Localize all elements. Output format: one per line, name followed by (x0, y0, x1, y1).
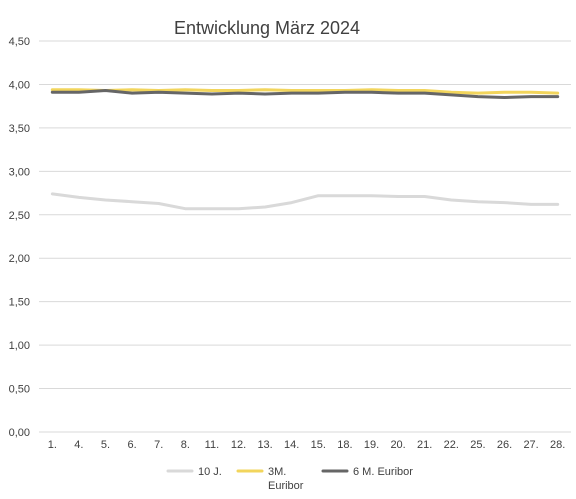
x-tick-label: 19. (364, 439, 379, 451)
y-tick-label: 0,50 (9, 384, 30, 396)
x-tick-label: 28. (550, 439, 565, 451)
x-tick-label: 12. (231, 439, 246, 451)
legend-label: 6 M. Euribor (353, 466, 413, 478)
x-tick-label: 21. (417, 439, 432, 451)
x-tick-label: 14. (284, 439, 299, 451)
chart-title: Entwicklung März 2024 (174, 18, 360, 38)
series-line-1 (50, 88, 560, 95)
legend-label: 3M. Euribor (268, 466, 304, 492)
x-tick-label: 8. (181, 439, 190, 451)
y-tick-label: 1,00 (9, 340, 30, 352)
x-tick-label: 1. (48, 439, 57, 451)
x-tick-label: 6. (128, 439, 137, 451)
x-tick-label: 27. (523, 439, 538, 451)
y-tick-label: 2,50 (9, 210, 30, 222)
x-tick-label: 15. (311, 439, 326, 451)
series-line-2 (50, 89, 560, 99)
x-tick-label: 22. (444, 439, 459, 451)
x-axis-ticks: 1. 4. 5. 6. 7. 8. 11. 12. 13. 14. 15. 18. 19. 20. 21. 2… (48, 439, 566, 451)
x-tick-label: 13. (257, 439, 272, 451)
y-tick-label: 4,00 (9, 79, 30, 91)
x-tick-label: 18. (337, 439, 352, 451)
y-tick-label: 2,00 (9, 253, 30, 265)
x-tick-label: 7. (154, 439, 163, 451)
y-tick-label: 4,50 (9, 36, 30, 48)
y-tick-label: 1,50 (9, 297, 30, 309)
y-axis-ticks: 0,00 0,50 1,00 1,50 2,00 2,50 3,00 3,50 4,00 4,50 (9, 36, 30, 439)
x-tick-label: 26. (497, 439, 512, 451)
gridlines (39, 40, 571, 433)
y-tick-label: 0,00 (9, 427, 30, 439)
series-line-0 (50, 192, 560, 211)
y-tick-label: 3,50 (9, 123, 30, 135)
x-tick-label: 4. (74, 439, 83, 451)
legend: 10 J. 3M. Euribor 6 M. Euribor (166, 466, 413, 492)
x-tick-label: 25. (470, 439, 485, 451)
series-lines (50, 88, 560, 211)
x-tick-label: 11. (205, 439, 219, 451)
y-tick-label: 3,00 (9, 166, 30, 178)
legend-label: 10 J. (198, 466, 222, 478)
x-tick-label: 20. (390, 439, 405, 451)
x-tick-label: 5. (101, 439, 110, 451)
